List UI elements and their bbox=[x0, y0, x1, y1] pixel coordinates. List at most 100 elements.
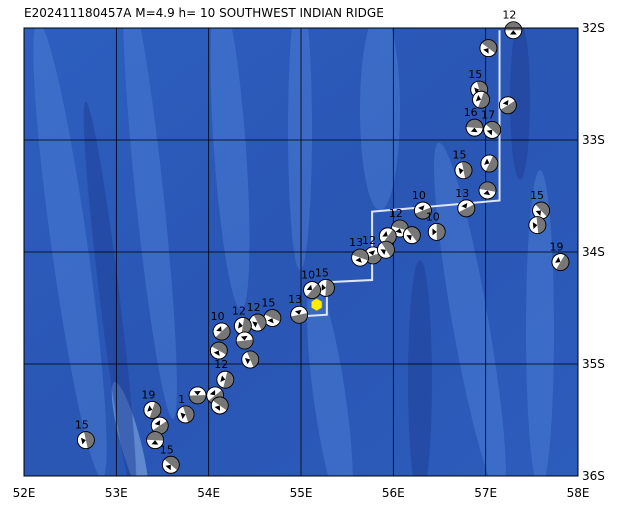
depth-label: 15 bbox=[530, 189, 544, 202]
focal-mechanism bbox=[532, 201, 550, 220]
focal-mechanism bbox=[303, 281, 321, 299]
focal-mechanism bbox=[465, 118, 484, 137]
beachball-quadrant bbox=[381, 241, 395, 257]
focal-mechanism bbox=[351, 248, 369, 267]
focal-mechanism bbox=[248, 313, 267, 332]
beachball-quadrant bbox=[436, 223, 446, 241]
focal-mechanism bbox=[263, 309, 282, 327]
beachball-outline bbox=[241, 350, 260, 369]
beachball-quadrant bbox=[484, 158, 490, 165]
beachball-outline bbox=[427, 222, 446, 241]
x-tick-label: 54E bbox=[197, 486, 220, 500]
focal-mechanism bbox=[209, 341, 228, 360]
beachball-quadrant bbox=[382, 231, 388, 237]
beachball-quadrant bbox=[83, 431, 95, 449]
depth-label: 17 bbox=[481, 108, 495, 121]
beachball-quadrant bbox=[352, 249, 369, 261]
beachball-outline bbox=[465, 118, 484, 137]
beachball-outline bbox=[216, 370, 235, 389]
depth-label: 10 bbox=[301, 269, 315, 282]
beachball-outline bbox=[210, 396, 229, 415]
beachball-outline bbox=[212, 322, 231, 341]
beachball-quadrant bbox=[240, 335, 248, 341]
depth-label: 15 bbox=[468, 68, 482, 81]
beachball-outline bbox=[528, 216, 547, 235]
axis-labels: 52E 53E 54E 55E 56E 57E 58E 32S 33S 34S 35S 36S bbox=[13, 21, 605, 500]
beachball-quadrant bbox=[483, 190, 491, 196]
depth-label: 10 bbox=[412, 189, 426, 202]
focal-mechanism bbox=[457, 199, 476, 218]
beachball-quadrant bbox=[294, 309, 302, 315]
beachball-quadrant bbox=[189, 395, 207, 404]
depth-label: 19 bbox=[141, 388, 155, 401]
depth-label: 15 bbox=[160, 443, 174, 456]
beachball-quadrant bbox=[149, 401, 161, 419]
focal-mechanism bbox=[402, 226, 421, 245]
focal-mechanism bbox=[413, 201, 432, 220]
depth-label: 12 bbox=[389, 207, 403, 220]
x-tick-label: 56E bbox=[382, 486, 405, 500]
focal-mechanism bbox=[235, 331, 254, 350]
beachball-quadrant bbox=[355, 257, 362, 263]
beachball-quadrant bbox=[236, 339, 254, 349]
beachball-quadrant bbox=[364, 252, 382, 264]
beachball-quadrant bbox=[555, 256, 561, 263]
beachball-quadrant bbox=[458, 167, 464, 175]
beachball-quadrant bbox=[486, 129, 493, 136]
beachball-quadrant bbox=[215, 325, 231, 341]
beachball-quadrant bbox=[478, 91, 490, 109]
beachball-quadrant bbox=[474, 87, 480, 95]
ridge-line bbox=[291, 30, 501, 318]
beachball-quadrant bbox=[504, 21, 522, 31]
map-frame bbox=[23, 27, 579, 477]
depth-label: 12 bbox=[502, 9, 516, 22]
beachball-outline bbox=[143, 401, 162, 419]
focal-mechanism bbox=[551, 253, 570, 271]
beachball-quadrant bbox=[391, 219, 409, 231]
beachball-quadrant bbox=[290, 312, 308, 324]
beachball-quadrant bbox=[481, 39, 497, 54]
focal-mechanism bbox=[472, 90, 490, 109]
beachball-quadrant bbox=[220, 375, 226, 382]
focal-mechanism bbox=[290, 305, 309, 324]
depth-label: 12 bbox=[247, 301, 261, 314]
y-tick-label: 32S bbox=[582, 21, 605, 35]
beachball-quadrant bbox=[216, 326, 222, 332]
depth-label: 13 bbox=[455, 187, 469, 200]
beachball-quadrant bbox=[321, 284, 326, 291]
beachball-quadrant bbox=[209, 389, 216, 396]
beachball-quadrant bbox=[535, 210, 542, 216]
map-title: E202411180457A M=4.9 h= 10 SOUTHWEST IND… bbox=[24, 6, 384, 20]
beachball-outline bbox=[457, 199, 476, 218]
focal-mechanism bbox=[478, 181, 497, 200]
focal-mechanism bbox=[161, 455, 180, 474]
focal-mechanism bbox=[212, 322, 231, 341]
beachball-quadrant bbox=[213, 350, 220, 356]
focal-mechanism bbox=[233, 317, 252, 335]
beachball-quadrant bbox=[406, 226, 421, 242]
beachball-quadrant bbox=[180, 412, 186, 419]
focal-mechanism bbox=[483, 121, 502, 139]
focal-mechanism bbox=[480, 154, 499, 173]
depth-label: 10 bbox=[426, 210, 440, 223]
focal-mechanism bbox=[377, 240, 395, 259]
beachball-quadrant bbox=[252, 321, 258, 328]
depth-label: 19 bbox=[549, 241, 563, 254]
beachball-quadrant bbox=[532, 222, 538, 229]
focal-mechanism bbox=[427, 222, 446, 241]
depth-label: 12 bbox=[214, 358, 228, 371]
beachball-quadrant bbox=[406, 235, 412, 241]
x-tick-label: 53E bbox=[105, 486, 128, 500]
beachball-quadrant bbox=[466, 119, 484, 129]
beachball-quadrant bbox=[368, 250, 376, 256]
beachball-quadrant bbox=[147, 405, 153, 412]
beachball-outline bbox=[454, 161, 473, 180]
x-tick-label: 57E bbox=[474, 486, 497, 500]
beachball-quadrant bbox=[485, 155, 498, 173]
y-tick-label: 33S bbox=[582, 133, 605, 147]
beachball-outline bbox=[413, 201, 432, 220]
focal-mechanism bbox=[210, 396, 229, 415]
depth-label: 12 bbox=[362, 234, 376, 247]
beachball-quadrant bbox=[152, 420, 169, 435]
